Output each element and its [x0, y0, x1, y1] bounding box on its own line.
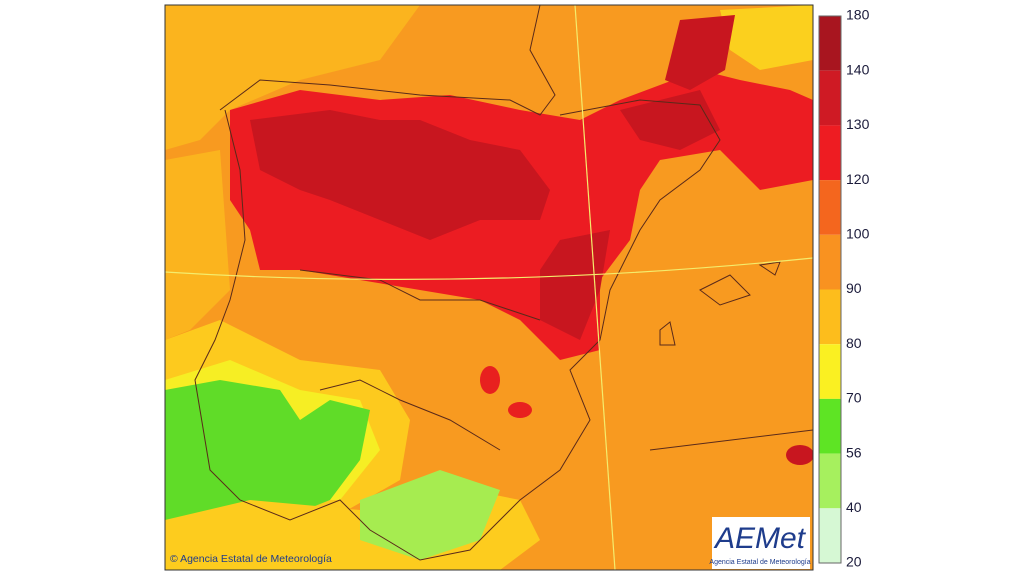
map-frame	[164, 4, 814, 571]
colorbar-label: 20	[846, 554, 862, 570]
borders	[194, 5, 813, 561]
colorbar-label: 130	[846, 116, 870, 132]
graticule	[165, 5, 813, 570]
colorbar-segment	[819, 70, 841, 126]
colorbar-label: 100	[846, 226, 870, 242]
colorbar-segment	[819, 180, 841, 235]
colorbar-segment	[819, 453, 841, 509]
colorbar-segment	[819, 125, 841, 181]
colorbar-segment	[819, 234, 841, 290]
logo: AEMet	[713, 522, 807, 555]
colorbar-segment	[819, 16, 841, 71]
logo-box	[712, 517, 810, 569]
logo-subtitle: Agencia Estatal de Meteorología	[709, 559, 810, 566]
colorbar-segment	[819, 344, 841, 399]
colorbar-segment	[819, 398, 841, 454]
colorbar-label: 56	[846, 444, 862, 460]
colorbar-label: 70	[846, 390, 862, 406]
colorbar-segment	[819, 508, 841, 563]
colorbar-label: 40	[846, 499, 862, 515]
colorbar-segment	[819, 289, 841, 345]
colorbar-label: 180	[846, 7, 870, 23]
colorbar: 180 140 130 120 100 90 80 70 56 40 20	[818, 7, 870, 570]
map-field	[165, 5, 813, 570]
colorbar-label: 120	[846, 171, 870, 187]
colorbar-frame	[818, 15, 842, 564]
copyright: © Agencia Estatal de Meteorología	[170, 553, 332, 565]
colorbar-label: 140	[846, 61, 870, 77]
colorbar-label: 90	[846, 280, 862, 296]
colorbar-label: 80	[846, 335, 862, 351]
